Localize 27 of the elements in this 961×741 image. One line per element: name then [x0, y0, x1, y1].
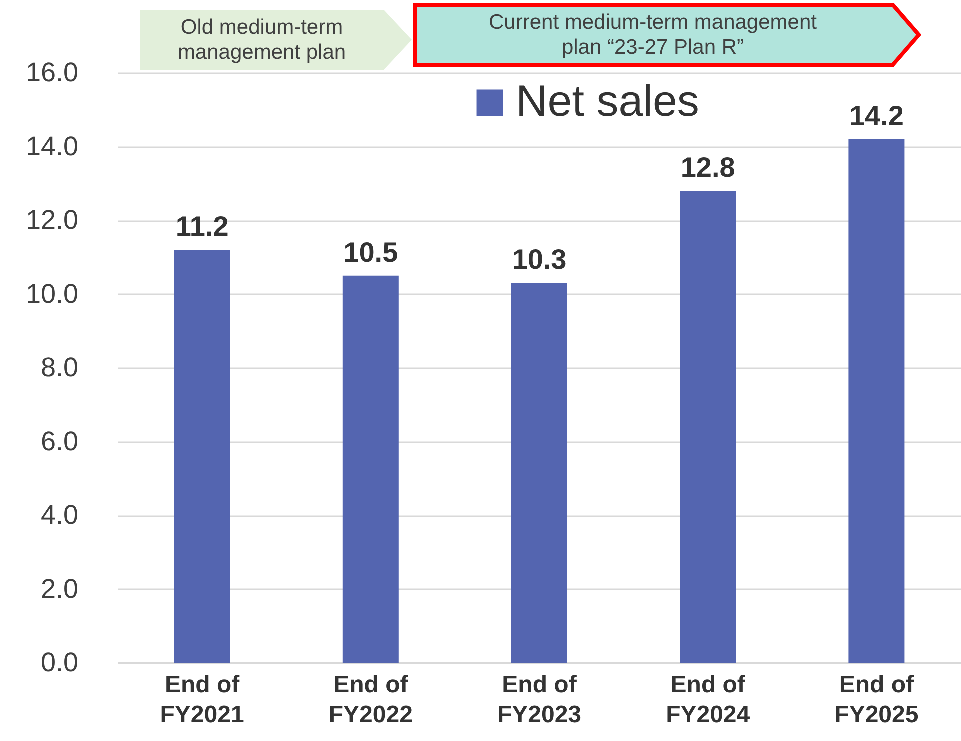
y-tick-label: 12.0: [26, 205, 78, 235]
bar: [342, 276, 399, 663]
data-label: 10.5: [344, 236, 398, 268]
data-label: 11.2: [176, 211, 229, 242]
bar: [848, 139, 905, 663]
bar: [512, 283, 568, 663]
x-tick-label: End of FY2022: [328, 672, 413, 728]
data-label: 14.2: [849, 100, 904, 132]
arrow-banner: Old medium-term management plan: [140, 10, 412, 70]
x-tick-label: End of FY2023: [497, 672, 582, 728]
y-tick-label: 2.0: [40, 574, 78, 604]
x-tick-label: End of FY2025: [834, 672, 919, 728]
y-tick-label: 14.0: [26, 131, 78, 162]
data-label: 10.3: [512, 244, 567, 276]
y-tick-label: 6.0: [40, 426, 78, 456]
arrow-banner: Current medium-term management plan “23-27 Plan R”: [413, 3, 921, 67]
bar: [174, 250, 230, 663]
bar: [680, 191, 736, 663]
y-tick-label: 0.0: [40, 648, 78, 678]
x-tick-label: End of FY2024: [666, 672, 751, 728]
y-tick-label: 8.0: [40, 352, 78, 382]
data-label: 12.8: [680, 152, 736, 183]
y-tick-label: 4.0: [40, 500, 78, 530]
x-tick-label: End of FY2021: [160, 672, 244, 728]
y-tick-label: 16.0: [26, 58, 78, 88]
legend-label: Net sales: [516, 77, 700, 126]
y-tick-label: 10.0: [26, 278, 78, 309]
